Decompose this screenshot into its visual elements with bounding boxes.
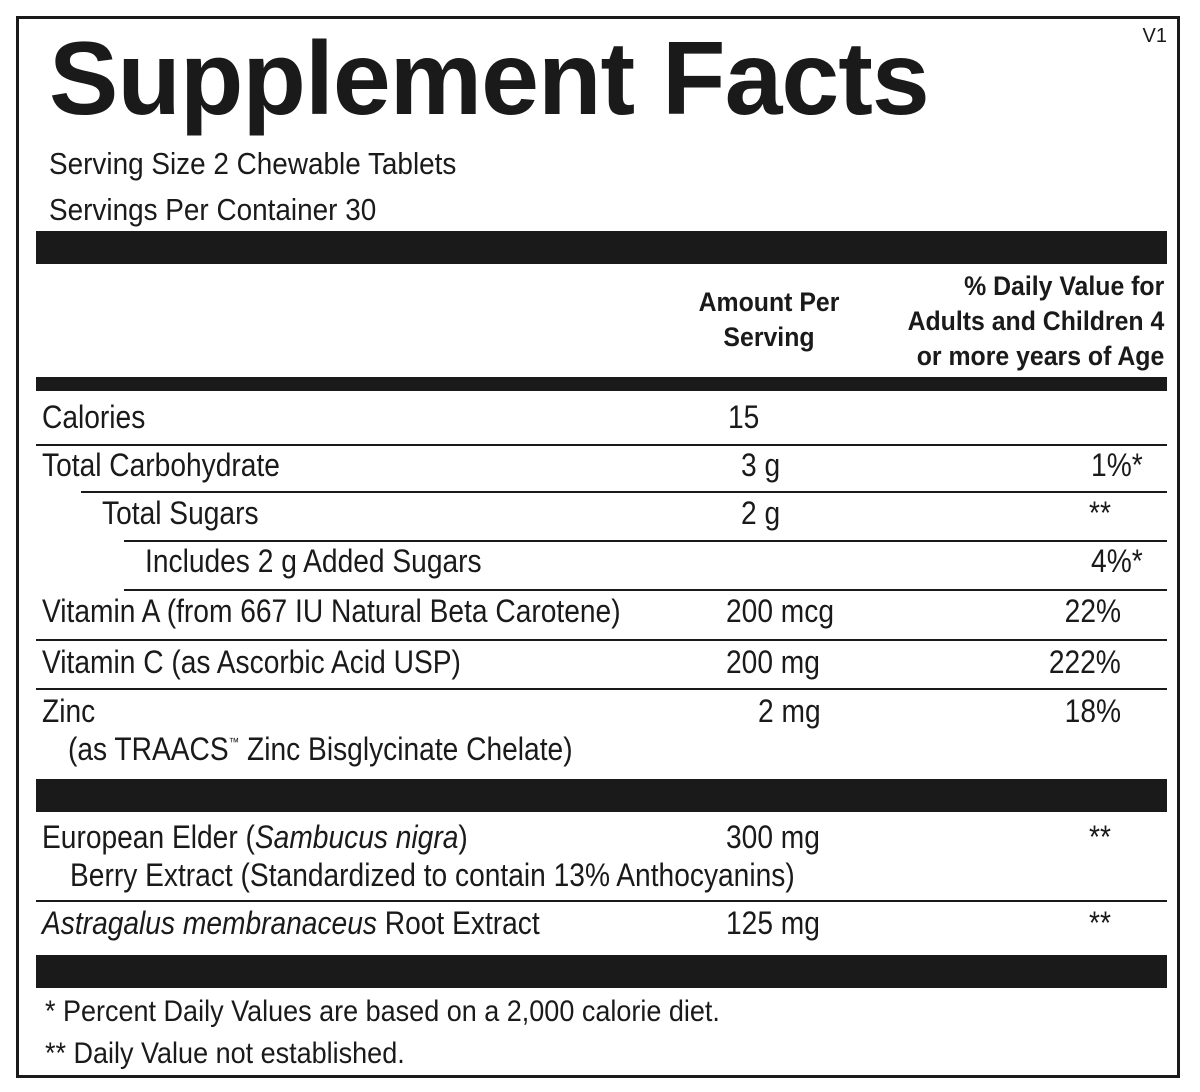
botanical-amount: 125 mg [726, 905, 820, 941]
servings-per-container: Servings Per Container 30 [49, 192, 377, 227]
nutrient-amount: 2 mg [758, 693, 821, 729]
daily-value-header: % Daily Value for Adults and Children 4 … [872, 269, 1165, 374]
botanical-amount: 300 mg [726, 819, 820, 855]
nutrient-name: Includes 2 g Added Sugars [145, 543, 482, 579]
version-code: V1 [1142, 25, 1167, 47]
thick-divider [36, 231, 1167, 264]
botanical-description: Berry Extract (Standardized to contain 1… [70, 857, 795, 893]
nutrient-source-part-b: Zinc Bisglycinate Chelate) [239, 731, 573, 767]
nutrient-amount: 15 [728, 399, 760, 435]
nutrient-amount: 200 mg [726, 644, 820, 680]
dv-header-line1: % Daily Value for [964, 271, 1165, 301]
row-divider [124, 589, 1167, 591]
botanical-daily-value: ** [1089, 905, 1111, 941]
botanical-daily-value: ** [1089, 819, 1111, 855]
amount-header-line1: Amount Per [698, 287, 840, 317]
amount-header-line2: Serving [723, 322, 815, 353]
botanical-name-part-a: European Elder ( [42, 819, 255, 855]
row-divider [36, 900, 1167, 902]
serving-size: Serving Size 2 Chewable Tablets [49, 146, 457, 181]
nutrient-name: Total Carbohydrate [42, 447, 280, 483]
footnote-daily-values: * Percent Daily Values are based on a 2,… [45, 995, 720, 1028]
medium-divider [36, 377, 1167, 391]
nutrient-daily-value: 1%* [1091, 447, 1143, 483]
nutrient-amount: 3 g [741, 447, 781, 483]
amount-header: Amount Per Serving [668, 285, 870, 355]
nutrient-source-part-a: (as TRAACS [68, 731, 229, 767]
nutrient-amount: 2 g [741, 495, 781, 531]
nutrient-name: Vitamin C (as Ascorbic Acid USP) [42, 644, 461, 680]
row-divider [36, 444, 1167, 446]
nutrient-name: Vitamin A (from 667 IU Natural Beta Caro… [42, 593, 621, 629]
nutrient-daily-value: 222% [1048, 644, 1121, 680]
thick-divider [36, 955, 1167, 988]
botanical-name-part-b: ) [458, 819, 468, 855]
nutrient-daily-value: 18% [1064, 693, 1121, 729]
row-divider [124, 540, 1167, 542]
trademark-symbol: ™ [228, 735, 240, 749]
botanical-name: Astragalus membranaceus Root Extract [42, 905, 540, 942]
nutrient-daily-value: 22% [1064, 593, 1121, 629]
nutrient-name: Total Sugars [102, 495, 259, 531]
thick-divider [36, 779, 1167, 812]
nutrient-daily-value: 4%* [1091, 543, 1143, 579]
botanical-name-part-b: Root Extract [376, 905, 540, 941]
nutrient-name: Calories [42, 399, 146, 435]
supplement-facts-panel: V1 Supplement Facts Serving Size 2 Chewa… [16, 16, 1180, 1078]
dv-header-line3: or more years of Age [916, 341, 1165, 372]
nutrient-daily-value: ** [1089, 495, 1111, 531]
dv-header-line2: Adults and Children 4 [907, 306, 1165, 337]
nutrient-amount: 200 mcg [726, 593, 835, 629]
botanical-latin-name: Astragalus membranaceus [42, 905, 377, 941]
row-divider [81, 491, 1167, 493]
row-divider [36, 639, 1167, 641]
footnote-not-established: ** Daily Value not established. [45, 1037, 405, 1070]
botanical-name: European Elder (Sambucus nigra) [42, 819, 468, 856]
row-divider [36, 688, 1167, 690]
nutrient-name: Zinc [42, 693, 96, 729]
panel-title: Supplement Facts [49, 21, 930, 137]
botanical-latin-name: Sambucus nigra [254, 819, 459, 855]
nutrient-source: (as TRAACS™ Zinc Bisglycinate Chelate) [68, 731, 573, 768]
